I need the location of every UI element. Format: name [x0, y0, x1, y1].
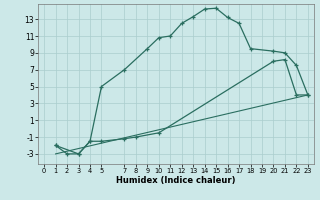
- X-axis label: Humidex (Indice chaleur): Humidex (Indice chaleur): [116, 176, 236, 185]
